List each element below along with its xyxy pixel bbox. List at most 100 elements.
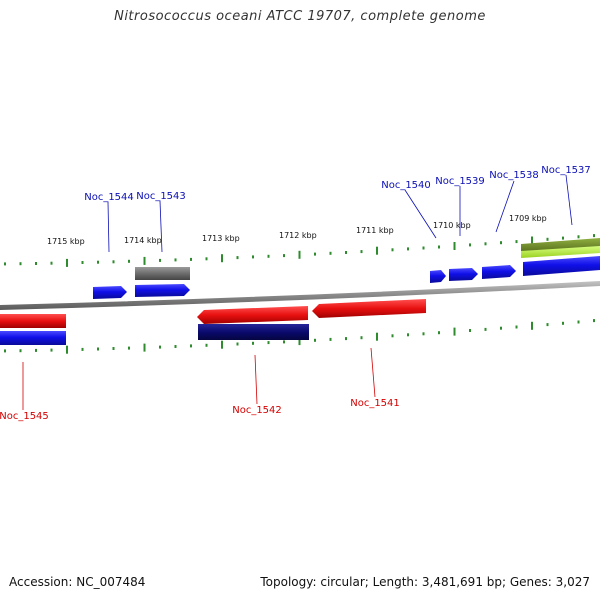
gene-feature-noc1543[interactable] bbox=[135, 284, 190, 297]
genome-backbone bbox=[0, 281, 600, 310]
scale-tick bbox=[190, 344, 192, 348]
gene-label-noc1539[interactable]: Noc_1539 bbox=[435, 176, 485, 187]
map-title: Nitrosococcus oceani ATCC 19707, complet… bbox=[114, 9, 486, 24]
gene-feature-noc1538[interactable] bbox=[482, 265, 516, 279]
gene-feature-noc1537[interactable] bbox=[523, 256, 600, 276]
scale-tick bbox=[128, 346, 130, 350]
gene-label-noc1540[interactable]: Noc_1540 bbox=[381, 180, 431, 191]
scale-tick bbox=[252, 255, 254, 259]
tick-track bbox=[4, 234, 595, 354]
scale-tick bbox=[267, 341, 270, 345]
scale-tick bbox=[50, 348, 53, 352]
scale-tick bbox=[143, 343, 146, 352]
kbp-label: 1714 kbp bbox=[124, 236, 162, 245]
scale-tick bbox=[159, 258, 161, 262]
scale-tick bbox=[531, 236, 533, 245]
scale-tick bbox=[190, 257, 192, 261]
scale-tick bbox=[391, 248, 394, 252]
scale-tick bbox=[500, 326, 502, 330]
scale-tick bbox=[205, 257, 208, 261]
gene-feature-navy[interactable] bbox=[198, 324, 309, 340]
scale-tick bbox=[531, 321, 533, 330]
kbp-label: 1715 kbp bbox=[47, 237, 85, 246]
gene-label-noc1541[interactable]: Noc_1541 bbox=[350, 398, 400, 409]
scale-tick bbox=[252, 341, 254, 345]
scale-tick bbox=[159, 345, 161, 349]
scale-tick bbox=[50, 261, 53, 265]
scale-tick bbox=[345, 251, 347, 254]
scale-tick bbox=[453, 242, 456, 250]
scale-tick bbox=[593, 319, 595, 323]
scale-tick bbox=[376, 332, 378, 341]
scale-tick bbox=[577, 235, 580, 239]
scale-tick bbox=[174, 345, 177, 348]
scale-tick bbox=[453, 327, 456, 336]
scale-tick bbox=[422, 246, 425, 250]
scale-tick bbox=[267, 254, 270, 258]
kbp-label: 1709 kbp bbox=[509, 214, 547, 223]
scale-tick bbox=[221, 340, 223, 349]
scale-tick bbox=[283, 340, 285, 344]
gene-label-noc1538[interactable]: Noc_1538 bbox=[489, 170, 539, 181]
scale-tick bbox=[438, 331, 440, 335]
gene-label-noc1544[interactable]: Noc_1544 bbox=[84, 192, 134, 203]
scale-tick bbox=[314, 338, 316, 342]
scale-tick bbox=[236, 256, 239, 260]
scale-tick bbox=[500, 241, 502, 245]
gene-feature-lime[interactable] bbox=[521, 246, 600, 258]
scale-tick bbox=[66, 258, 68, 267]
gene-label-noc1542[interactable]: Noc_1542 bbox=[232, 405, 282, 416]
gene-label-noc1545[interactable]: Noc_1545 bbox=[0, 411, 49, 422]
scale-tick bbox=[221, 254, 223, 263]
scale-tick bbox=[577, 320, 580, 324]
scale-tick bbox=[484, 327, 487, 331]
scale-tick bbox=[376, 246, 378, 255]
genome-summary-text: Topology: circular; Length: 3,481,691 bp… bbox=[260, 575, 590, 589]
scale-tick bbox=[407, 247, 409, 251]
scale-tick bbox=[97, 260, 99, 264]
kbp-label: 1711 kbp bbox=[356, 226, 394, 235]
scale-tick bbox=[360, 250, 363, 254]
kbp-label: 1712 kbp bbox=[279, 231, 317, 240]
scale-tick bbox=[562, 236, 564, 240]
gene-feature-noc1542[interactable] bbox=[197, 306, 308, 324]
scale-tick bbox=[438, 245, 440, 249]
gene-feature-noc1540[interactable] bbox=[430, 270, 446, 283]
scale-tick bbox=[283, 254, 285, 258]
gene-label-noc1537[interactable]: Noc_1537 bbox=[541, 165, 591, 176]
forward-strand-features bbox=[93, 238, 600, 299]
gene-feature-noc1539[interactable] bbox=[449, 268, 478, 281]
gene-feature-noc1544[interactable] bbox=[93, 286, 127, 299]
scale-tick bbox=[360, 336, 363, 340]
scale-tick bbox=[515, 325, 518, 329]
scale-tick bbox=[422, 332, 425, 336]
scale-tick bbox=[298, 250, 301, 259]
scale-tick bbox=[128, 259, 130, 263]
gene-feature-noc1545[interactable] bbox=[0, 314, 66, 328]
scale-tick bbox=[562, 321, 564, 325]
scale-tick bbox=[345, 337, 347, 341]
scale-tick bbox=[593, 234, 595, 238]
scale-tick bbox=[35, 348, 37, 352]
scale-tick bbox=[66, 345, 68, 354]
gene-feature-blue-reverse[interactable] bbox=[0, 331, 66, 345]
scale-tick bbox=[329, 251, 332, 255]
scale-tick bbox=[469, 243, 471, 247]
gene-feature-noc1541[interactable] bbox=[312, 299, 426, 318]
gene-feature-gray[interactable] bbox=[135, 267, 190, 280]
kbp-label: 1713 kbp bbox=[202, 234, 240, 243]
scale-tick bbox=[469, 329, 471, 332]
scale-tick bbox=[81, 347, 84, 351]
scale-tick bbox=[19, 349, 22, 353]
scale-tick bbox=[143, 256, 146, 265]
scale-tick bbox=[81, 261, 84, 264]
scale-tick bbox=[97, 347, 99, 351]
scale-tick bbox=[4, 349, 6, 353]
scale-tick bbox=[546, 323, 549, 327]
accession-text: Accession: NC_007484 bbox=[9, 575, 146, 589]
scale-tick bbox=[174, 258, 177, 262]
gene-label-noc1543[interactable]: Noc_1543 bbox=[136, 191, 186, 202]
gene-labels: Noc_1544 Noc_1543 Noc_1540 Noc_1539 Noc_… bbox=[0, 165, 591, 422]
